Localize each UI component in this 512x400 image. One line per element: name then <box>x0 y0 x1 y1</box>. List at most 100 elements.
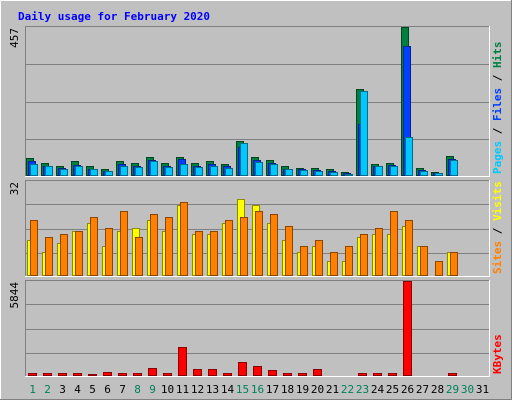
bar-pages-day-5 <box>90 169 98 176</box>
x-tick-label-23: 23 <box>356 383 369 396</box>
legend-separator: / <box>491 121 504 141</box>
x-tick-label-8: 8 <box>134 383 141 396</box>
x-tick-label-19: 19 <box>296 383 309 396</box>
bar-kbytes-day-8 <box>133 373 142 376</box>
x-tick-label-15: 15 <box>236 383 249 396</box>
bar-kbytes-day-23 <box>358 373 367 376</box>
bar-pages-day-26 <box>405 137 413 176</box>
legend-2: KBytes <box>491 334 504 374</box>
bar-kbytes-day-9 <box>148 368 157 376</box>
legend-label-hits: Hits <box>491 42 504 69</box>
bar-kbytes-day-20 <box>313 369 322 376</box>
bar-pages-day-3 <box>60 169 68 176</box>
bar-pages-day-4 <box>75 166 83 176</box>
bar-pages-day-20 <box>315 171 323 176</box>
bar-kbytes-day-13 <box>208 369 217 376</box>
bar-kbytes-day-10 <box>163 373 172 376</box>
bar-sites-day-4 <box>75 231 83 276</box>
bar-sites-day-10 <box>165 217 173 276</box>
bar-pages-day-16 <box>255 162 263 176</box>
x-tick-label-2: 2 <box>44 383 51 396</box>
x-tick-label-5: 5 <box>89 383 96 396</box>
bar-sites-day-25 <box>390 211 398 276</box>
bar-pages-day-10 <box>165 167 173 176</box>
bar-kbytes-day-26 <box>403 281 412 376</box>
bar-kbytes-day-25 <box>388 373 397 376</box>
x-tick-label-14: 14 <box>221 383 235 396</box>
bar-pages-day-1 <box>30 164 38 176</box>
x-tick-label-24: 24 <box>371 383 385 396</box>
chart-panel-2: 5844 KBytes <box>8 280 504 377</box>
bar-sites-day-12 <box>195 231 203 276</box>
bar-sites-day-23 <box>360 234 368 276</box>
chart-panel-0: 457 Pages / Files / Hits <box>8 26 504 177</box>
bar-sites-day-16 <box>255 211 263 276</box>
bar-sites-day-18 <box>285 226 293 276</box>
x-tick-label-18: 18 <box>281 383 294 396</box>
bar-kbytes-day-11 <box>178 347 187 376</box>
bar-sites-day-22 <box>345 246 353 276</box>
bar-sites-day-28 <box>435 261 443 276</box>
x-tick-label-7: 7 <box>119 383 126 396</box>
plot-area <box>25 280 490 377</box>
bar-pages-day-12 <box>195 167 203 176</box>
bar-pages-day-8 <box>135 167 143 176</box>
bar-sites-day-5 <box>90 217 98 276</box>
bar-pages-day-24 <box>375 166 383 176</box>
bar-sites-day-24 <box>375 228 383 276</box>
x-tick-label-25: 25 <box>386 383 399 396</box>
bar-pages-day-29 <box>450 160 458 176</box>
bar-sites-day-27 <box>420 246 428 276</box>
x-tick-label-12: 12 <box>191 383 204 396</box>
plot-area <box>25 26 490 177</box>
x-tick-label-20: 20 <box>311 383 324 396</box>
bar-pages-day-7 <box>120 166 128 176</box>
x-tick-label-10: 10 <box>161 383 174 396</box>
legend-separator: / <box>491 68 504 88</box>
x-tick-label-31: 31 <box>476 383 489 396</box>
bar-sites-day-15 <box>240 217 248 276</box>
bar-sites-day-8 <box>135 237 143 276</box>
y-max-label: 32 <box>8 182 21 195</box>
bar-pages-day-17 <box>270 164 278 176</box>
x-tick-label-3: 3 <box>59 383 66 396</box>
bar-sites-day-26 <box>405 220 413 276</box>
legend-separator: / <box>491 221 504 241</box>
legend-label-visits: Visits <box>491 181 504 221</box>
bar-kbytes-day-16 <box>253 366 262 376</box>
bar-kbytes-day-19 <box>298 373 307 376</box>
bar-pages-day-22 <box>345 174 353 176</box>
bar-kbytes-day-2 <box>43 373 52 376</box>
x-tick-label-28: 28 <box>431 383 444 396</box>
bar-kbytes-day-3 <box>58 373 67 376</box>
bar-sites-day-19 <box>300 246 308 276</box>
bar-pages-day-19 <box>300 170 308 176</box>
bar-sites-day-11 <box>180 202 188 276</box>
bar-pages-day-25 <box>390 166 398 176</box>
bar-kbytes-day-24 <box>373 373 382 376</box>
bar-kbytes-day-15 <box>238 362 247 376</box>
x-axis-labels: 1 2 3 4 5 6 7 8 9 10 11 12 13 14 15 16 17 18 19 20 21 22 23 24 2… <box>29 383 489 396</box>
x-tick-label-9: 9 <box>149 383 156 396</box>
bar-sites-day-7 <box>120 211 128 276</box>
bar-pages-day-13 <box>210 166 218 176</box>
legend-1: Sites / Visits <box>491 181 504 274</box>
bar-kbytes-day-5 <box>88 374 97 376</box>
bar-kbytes-day-17 <box>268 370 277 376</box>
chart-panel-1: 32 Sites / Visits <box>8 180 504 277</box>
y-max-label: 457 <box>8 28 21 48</box>
bar-kbytes-day-18 <box>283 373 292 376</box>
chart-title: Daily usage for February 2020 <box>18 10 210 23</box>
x-tick-label-1: 1 <box>29 383 36 396</box>
bar-sites-day-13 <box>210 231 218 276</box>
x-tick-label-16: 16 <box>251 383 264 396</box>
bar-pages-day-11 <box>180 164 188 176</box>
legend-0: Pages / Files / Hits <box>491 42 504 175</box>
x-tick-label-13: 13 <box>206 383 219 396</box>
bar-sites-day-17 <box>270 214 278 276</box>
x-tick-label-4: 4 <box>74 383 81 396</box>
legend-label-files: Files <box>491 88 504 121</box>
bar-pages-day-9 <box>150 161 158 176</box>
x-tick-label-22: 22 <box>341 383 354 396</box>
